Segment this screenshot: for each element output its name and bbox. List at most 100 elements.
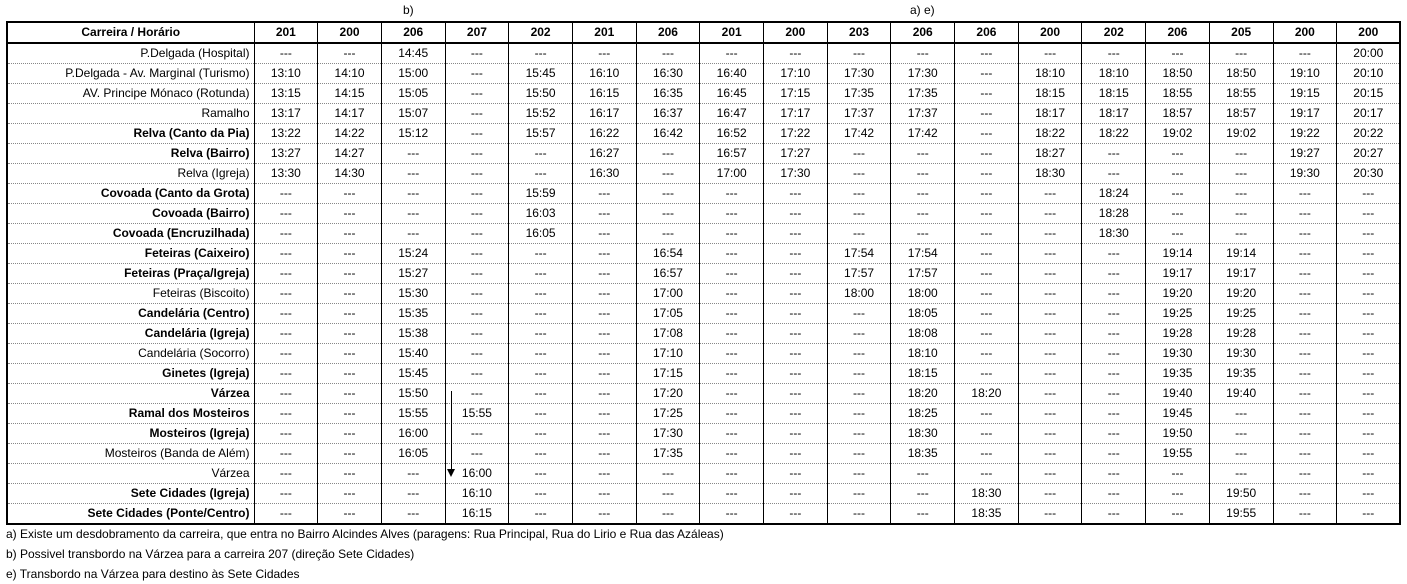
time-cell: --- — [1081, 283, 1147, 304]
table-row: Covoada (Canto da Grota) --- --- --- --- 15:5… — [6, 183, 1401, 204]
time-cell: --- — [1336, 403, 1401, 424]
time-cell: --- — [635, 203, 701, 224]
time-cell: 20:00 — [1336, 43, 1401, 64]
stop-name: Relva (Igreja) — [6, 163, 255, 184]
time-cell: --- — [1017, 283, 1083, 304]
time-cell: --- — [763, 503, 828, 525]
time-cell: --- — [380, 223, 446, 244]
time-cell: 17:54 — [890, 243, 956, 264]
time-cell: --- — [763, 183, 828, 204]
table-row: Ramalho 13:17 14:17 15:07 --- 15:52 16:17 16:37… — [6, 103, 1401, 124]
time-cell: --- — [1272, 383, 1338, 404]
time-cell: --- — [890, 143, 956, 164]
time-cell: --- — [635, 163, 701, 184]
time-cell: 19:55 — [1208, 503, 1274, 525]
time-cell: --- — [317, 483, 382, 504]
time-cell: 19:35 — [1145, 363, 1210, 384]
time-cell: 18:27 — [1017, 143, 1083, 164]
time-cell: --- — [508, 483, 573, 504]
time-cell: 14:30 — [317, 163, 382, 184]
time-cell: --- — [954, 163, 1019, 184]
time-cell: --- — [253, 363, 319, 384]
time-cell: 17:10 — [635, 343, 701, 364]
header-route-206: 206 — [954, 21, 1019, 44]
time-cell: --- — [1272, 223, 1338, 244]
time-cell: 17:10 — [763, 63, 828, 84]
time-cell: --- — [954, 403, 1019, 424]
time-cell: 17:35 — [826, 83, 892, 104]
time-cell: --- — [317, 283, 382, 304]
time-cell: --- — [1336, 223, 1401, 244]
time-cell: --- — [508, 43, 573, 64]
time-cell: --- — [253, 283, 319, 304]
time-cell: --- — [253, 243, 319, 264]
time-cell: 17:25 — [635, 403, 701, 424]
time-cell: --- — [826, 143, 892, 164]
time-cell: --- — [1017, 263, 1083, 284]
time-cell: --- — [571, 363, 637, 384]
time-cell: 18:25 — [890, 403, 956, 424]
time-cell: --- — [1017, 483, 1083, 504]
time-cell: --- — [253, 203, 319, 224]
time-cell: --- — [763, 203, 828, 224]
footnotes: a) Existe um desdobramento da carreira, … — [6, 524, 724, 584]
time-cell: --- — [1081, 163, 1147, 184]
time-cell: --- — [571, 463, 637, 484]
time-cell: --- — [571, 403, 637, 424]
time-cell: --- — [1081, 503, 1147, 525]
time-cell: --- — [1017, 323, 1083, 344]
time-cell: 15:27 — [380, 263, 446, 284]
time-cell: 20:10 — [1336, 63, 1401, 84]
time-cell: --- — [763, 463, 828, 484]
time-cell: 18:30 — [954, 483, 1019, 504]
time-cell: --- — [380, 163, 446, 184]
time-cell: --- — [444, 63, 510, 84]
time-cell: --- — [253, 503, 319, 525]
time-cell: --- — [1336, 463, 1401, 484]
stop-name: Covoada (Canto da Grota) — [6, 183, 255, 204]
time-cell: 13:30 — [253, 163, 319, 184]
time-cell: --- — [890, 463, 956, 484]
header-route-202: 202 — [508, 21, 573, 44]
time-cell: 19:02 — [1145, 123, 1210, 144]
time-cell: 15:40 — [380, 343, 446, 364]
time-cell: --- — [954, 143, 1019, 164]
time-cell: 20:15 — [1336, 83, 1401, 104]
time-cell: --- — [699, 383, 764, 404]
time-cell: --- — [1017, 43, 1083, 64]
time-cell: 19:30 — [1145, 343, 1210, 364]
time-cell: --- — [1145, 223, 1210, 244]
time-cell: --- — [1208, 403, 1274, 424]
time-cell: --- — [699, 363, 764, 384]
time-cell: --- — [826, 403, 892, 424]
time-cell: --- — [826, 383, 892, 404]
time-cell: --- — [1017, 503, 1083, 525]
time-cell: 19:22 — [1272, 123, 1338, 144]
time-cell: 17:37 — [890, 103, 956, 124]
time-cell: 16:42 — [635, 123, 701, 144]
stop-name: Feteiras (Biscoito) — [6, 283, 255, 304]
time-cell: --- — [954, 123, 1019, 144]
time-cell: --- — [890, 183, 956, 204]
time-cell: 17:00 — [635, 283, 701, 304]
time-cell: 18:24 — [1081, 183, 1147, 204]
time-cell: 19:28 — [1208, 323, 1274, 344]
time-cell: --- — [954, 343, 1019, 364]
time-cell: 18:15 — [1017, 83, 1083, 104]
time-cell: --- — [1017, 403, 1083, 424]
time-cell: --- — [954, 303, 1019, 324]
time-cell: 19:20 — [1208, 283, 1274, 304]
time-cell: --- — [763, 343, 828, 364]
time-cell: --- — [444, 383, 510, 404]
time-cell: --- — [571, 243, 637, 264]
time-cell: 13:17 — [253, 103, 319, 124]
time-cell: --- — [1336, 283, 1401, 304]
time-cell: --- — [1272, 183, 1338, 204]
time-cell: --- — [508, 163, 573, 184]
time-cell: --- — [954, 243, 1019, 264]
time-cell: --- — [444, 323, 510, 344]
time-cell: --- — [317, 383, 382, 404]
time-cell: --- — [1017, 203, 1083, 224]
time-cell: 13:15 — [253, 83, 319, 104]
header-row: Carreira / Horário 201 200 206 207 202 201 206 2… — [6, 21, 1401, 44]
